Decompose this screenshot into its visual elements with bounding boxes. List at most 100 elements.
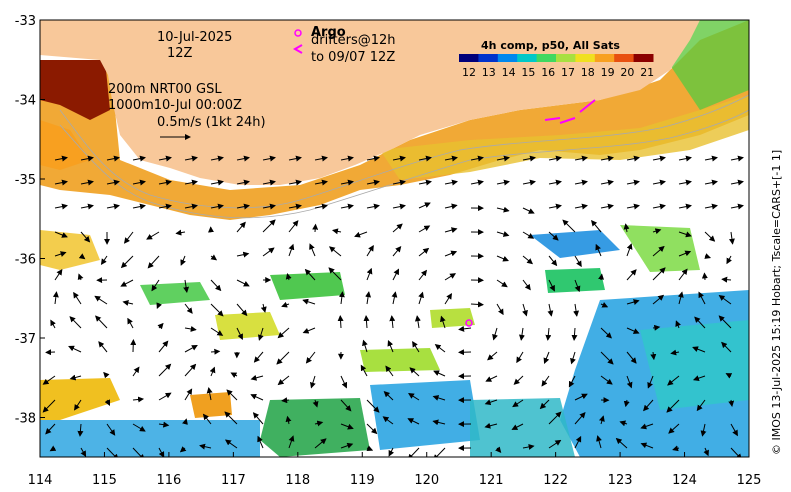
colorbar-swatch xyxy=(459,54,479,62)
current-arrow xyxy=(574,155,588,162)
current-arrow xyxy=(210,348,221,355)
current-arrow xyxy=(285,415,292,425)
current-arrow xyxy=(262,203,276,210)
current-arrow xyxy=(670,349,680,356)
date-label: 10-Jul-2025 xyxy=(157,30,233,45)
colorbar-tick: 15 xyxy=(521,66,535,79)
x-axis-ticks: 114 115 116 117 118 119 120 121 122 123 124 125 xyxy=(28,452,761,488)
current-arrow xyxy=(179,446,187,453)
side-caption: © IMOS 13-Jul-2025 15:19 Hobart; Tscale=… xyxy=(770,149,783,455)
current-arrow xyxy=(340,399,352,412)
current-arrow xyxy=(54,155,68,162)
current-arrow xyxy=(652,228,662,235)
current-arrow xyxy=(725,373,733,379)
current-arrow xyxy=(623,223,630,233)
current-arrow xyxy=(209,366,216,377)
current-arrow xyxy=(366,179,380,186)
current-arrow xyxy=(650,351,657,361)
current-arrow xyxy=(365,291,372,305)
current-arrow xyxy=(626,203,640,210)
current-arrow xyxy=(158,340,169,353)
current-arrow xyxy=(250,394,264,401)
current-arrow xyxy=(522,155,536,162)
current-arrow xyxy=(496,279,508,288)
current-arrow xyxy=(718,315,732,329)
current-arrow xyxy=(385,365,394,377)
current-arrow xyxy=(210,327,224,336)
current-arrow xyxy=(626,375,633,389)
current-arrow xyxy=(568,375,576,388)
current-arrow xyxy=(652,324,661,331)
current-arrow xyxy=(730,447,743,457)
current-arrow xyxy=(418,247,430,257)
current-arrow xyxy=(652,179,666,186)
current-arrow xyxy=(547,303,554,317)
current-arrow xyxy=(626,179,640,186)
current-arrow xyxy=(408,393,420,401)
current-arrow xyxy=(309,375,316,389)
current-arrow xyxy=(132,203,146,210)
current-arrow xyxy=(543,351,550,365)
current-arrow xyxy=(288,203,302,210)
colorbar-swatch xyxy=(517,54,538,62)
current-arrow xyxy=(182,418,188,425)
current-arrow xyxy=(418,202,431,209)
y-tick-label: -35 xyxy=(15,173,36,188)
current-arrow xyxy=(444,227,458,233)
current-arrow xyxy=(626,243,633,257)
current-arrow xyxy=(363,315,370,329)
current-arrow xyxy=(210,279,222,292)
current-arrow xyxy=(626,299,640,305)
current-arrow xyxy=(340,442,354,449)
current-arrow xyxy=(309,243,316,257)
current-arrow xyxy=(652,294,665,305)
current-arrow xyxy=(236,327,243,341)
current-arrow xyxy=(54,231,68,238)
current-arrow xyxy=(600,179,614,186)
current-arrow xyxy=(518,327,525,341)
current-arrow xyxy=(257,435,264,449)
x-tick-label: 123 xyxy=(608,473,633,488)
current-arrow xyxy=(132,447,145,457)
current-arrow xyxy=(78,253,86,260)
x-tick-label: 121 xyxy=(479,473,504,488)
current-arrow xyxy=(354,231,368,238)
current-arrow xyxy=(104,399,111,406)
current-arrow xyxy=(127,317,134,329)
current-arrow xyxy=(574,435,582,449)
current-arrow xyxy=(595,243,602,257)
sst-layer xyxy=(40,20,749,457)
current-arrow xyxy=(392,203,406,210)
x-tick-label: 124 xyxy=(672,473,697,488)
current-arrow xyxy=(288,220,299,233)
current-arrow xyxy=(69,374,82,381)
bathymetry-contours xyxy=(59,94,749,219)
current-arrow xyxy=(262,155,276,162)
current-arrow xyxy=(444,179,458,186)
current-arrow xyxy=(314,155,328,162)
current-arrow xyxy=(485,375,498,382)
current-arrow xyxy=(728,231,735,245)
current-arrow xyxy=(496,179,510,186)
colorbar-swatch xyxy=(594,54,615,62)
current-arrow xyxy=(338,291,345,305)
current-arrow xyxy=(184,155,198,162)
current-arrow xyxy=(418,155,432,162)
current-arrow xyxy=(444,250,458,257)
current-arrow xyxy=(206,387,213,401)
current-arrow xyxy=(77,273,84,281)
current-arrow xyxy=(285,273,292,281)
current-arrow xyxy=(253,351,264,363)
current-arrow xyxy=(522,444,535,450)
colorbar-swatch xyxy=(497,54,518,62)
current-arrow xyxy=(184,203,198,210)
current-arrow xyxy=(106,423,116,436)
current-arrow xyxy=(236,221,246,233)
current-arrow xyxy=(74,399,82,411)
current-arrow xyxy=(703,447,709,457)
current-arrow xyxy=(210,155,224,162)
current-arrow xyxy=(412,340,420,353)
colorbar-swatch xyxy=(556,54,576,62)
current-arrow xyxy=(730,155,744,162)
current-arrow xyxy=(250,374,264,381)
